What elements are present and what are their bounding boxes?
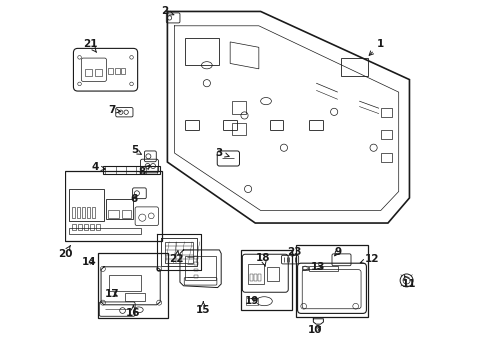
Text: 23: 23: [287, 247, 301, 257]
Text: 15: 15: [196, 302, 210, 315]
Text: 12: 12: [360, 254, 378, 264]
Text: 3: 3: [215, 148, 229, 158]
Bar: [86, 207, 90, 218]
Bar: [258, 274, 261, 281]
Bar: [193, 256, 198, 258]
Bar: [115, 68, 120, 74]
Text: 17: 17: [105, 289, 120, 299]
Bar: [77, 207, 80, 218]
Text: 1: 1: [368, 39, 384, 55]
Text: 5: 5: [130, 145, 141, 155]
Bar: [193, 262, 198, 265]
Bar: [72, 224, 76, 230]
Text: 9: 9: [333, 247, 341, 257]
Bar: [121, 68, 125, 74]
Bar: [108, 68, 112, 74]
Text: 20: 20: [58, 246, 72, 258]
Bar: [122, 211, 131, 218]
Bar: [90, 224, 94, 230]
Bar: [102, 166, 160, 174]
Bar: [108, 211, 119, 218]
Bar: [193, 269, 198, 271]
Text: 8: 8: [139, 165, 149, 177]
Bar: [83, 224, 88, 230]
Bar: [247, 264, 264, 284]
Bar: [266, 267, 279, 281]
Bar: [98, 253, 168, 318]
Bar: [95, 69, 102, 76]
Bar: [106, 199, 133, 220]
Bar: [96, 224, 100, 230]
Bar: [69, 228, 140, 234]
Bar: [125, 293, 145, 301]
Text: 14: 14: [82, 257, 97, 267]
Bar: [164, 242, 192, 263]
Bar: [65, 171, 162, 241]
Text: 10: 10: [307, 325, 322, 335]
Text: 7: 7: [108, 105, 121, 115]
Bar: [69, 189, 103, 221]
Text: 11: 11: [402, 276, 416, 289]
Bar: [301, 266, 308, 270]
Bar: [308, 266, 337, 271]
Text: 13: 13: [310, 262, 325, 272]
Bar: [92, 207, 95, 218]
Bar: [81, 207, 85, 218]
Text: 6: 6: [130, 194, 138, 204]
Bar: [72, 207, 75, 218]
Bar: [253, 274, 257, 281]
Text: 4: 4: [91, 162, 105, 172]
Bar: [85, 69, 92, 76]
Text: 18: 18: [255, 253, 270, 266]
Bar: [249, 274, 252, 281]
Bar: [241, 249, 292, 310]
Bar: [296, 244, 367, 317]
Bar: [185, 256, 215, 280]
Text: 16: 16: [126, 306, 140, 318]
Bar: [109, 275, 141, 291]
Bar: [246, 298, 257, 305]
Text: 19: 19: [244, 296, 258, 306]
Text: 21: 21: [83, 40, 97, 52]
Bar: [193, 275, 198, 278]
Text: 22: 22: [169, 251, 183, 264]
Bar: [78, 224, 82, 230]
Text: 2: 2: [161, 6, 174, 17]
